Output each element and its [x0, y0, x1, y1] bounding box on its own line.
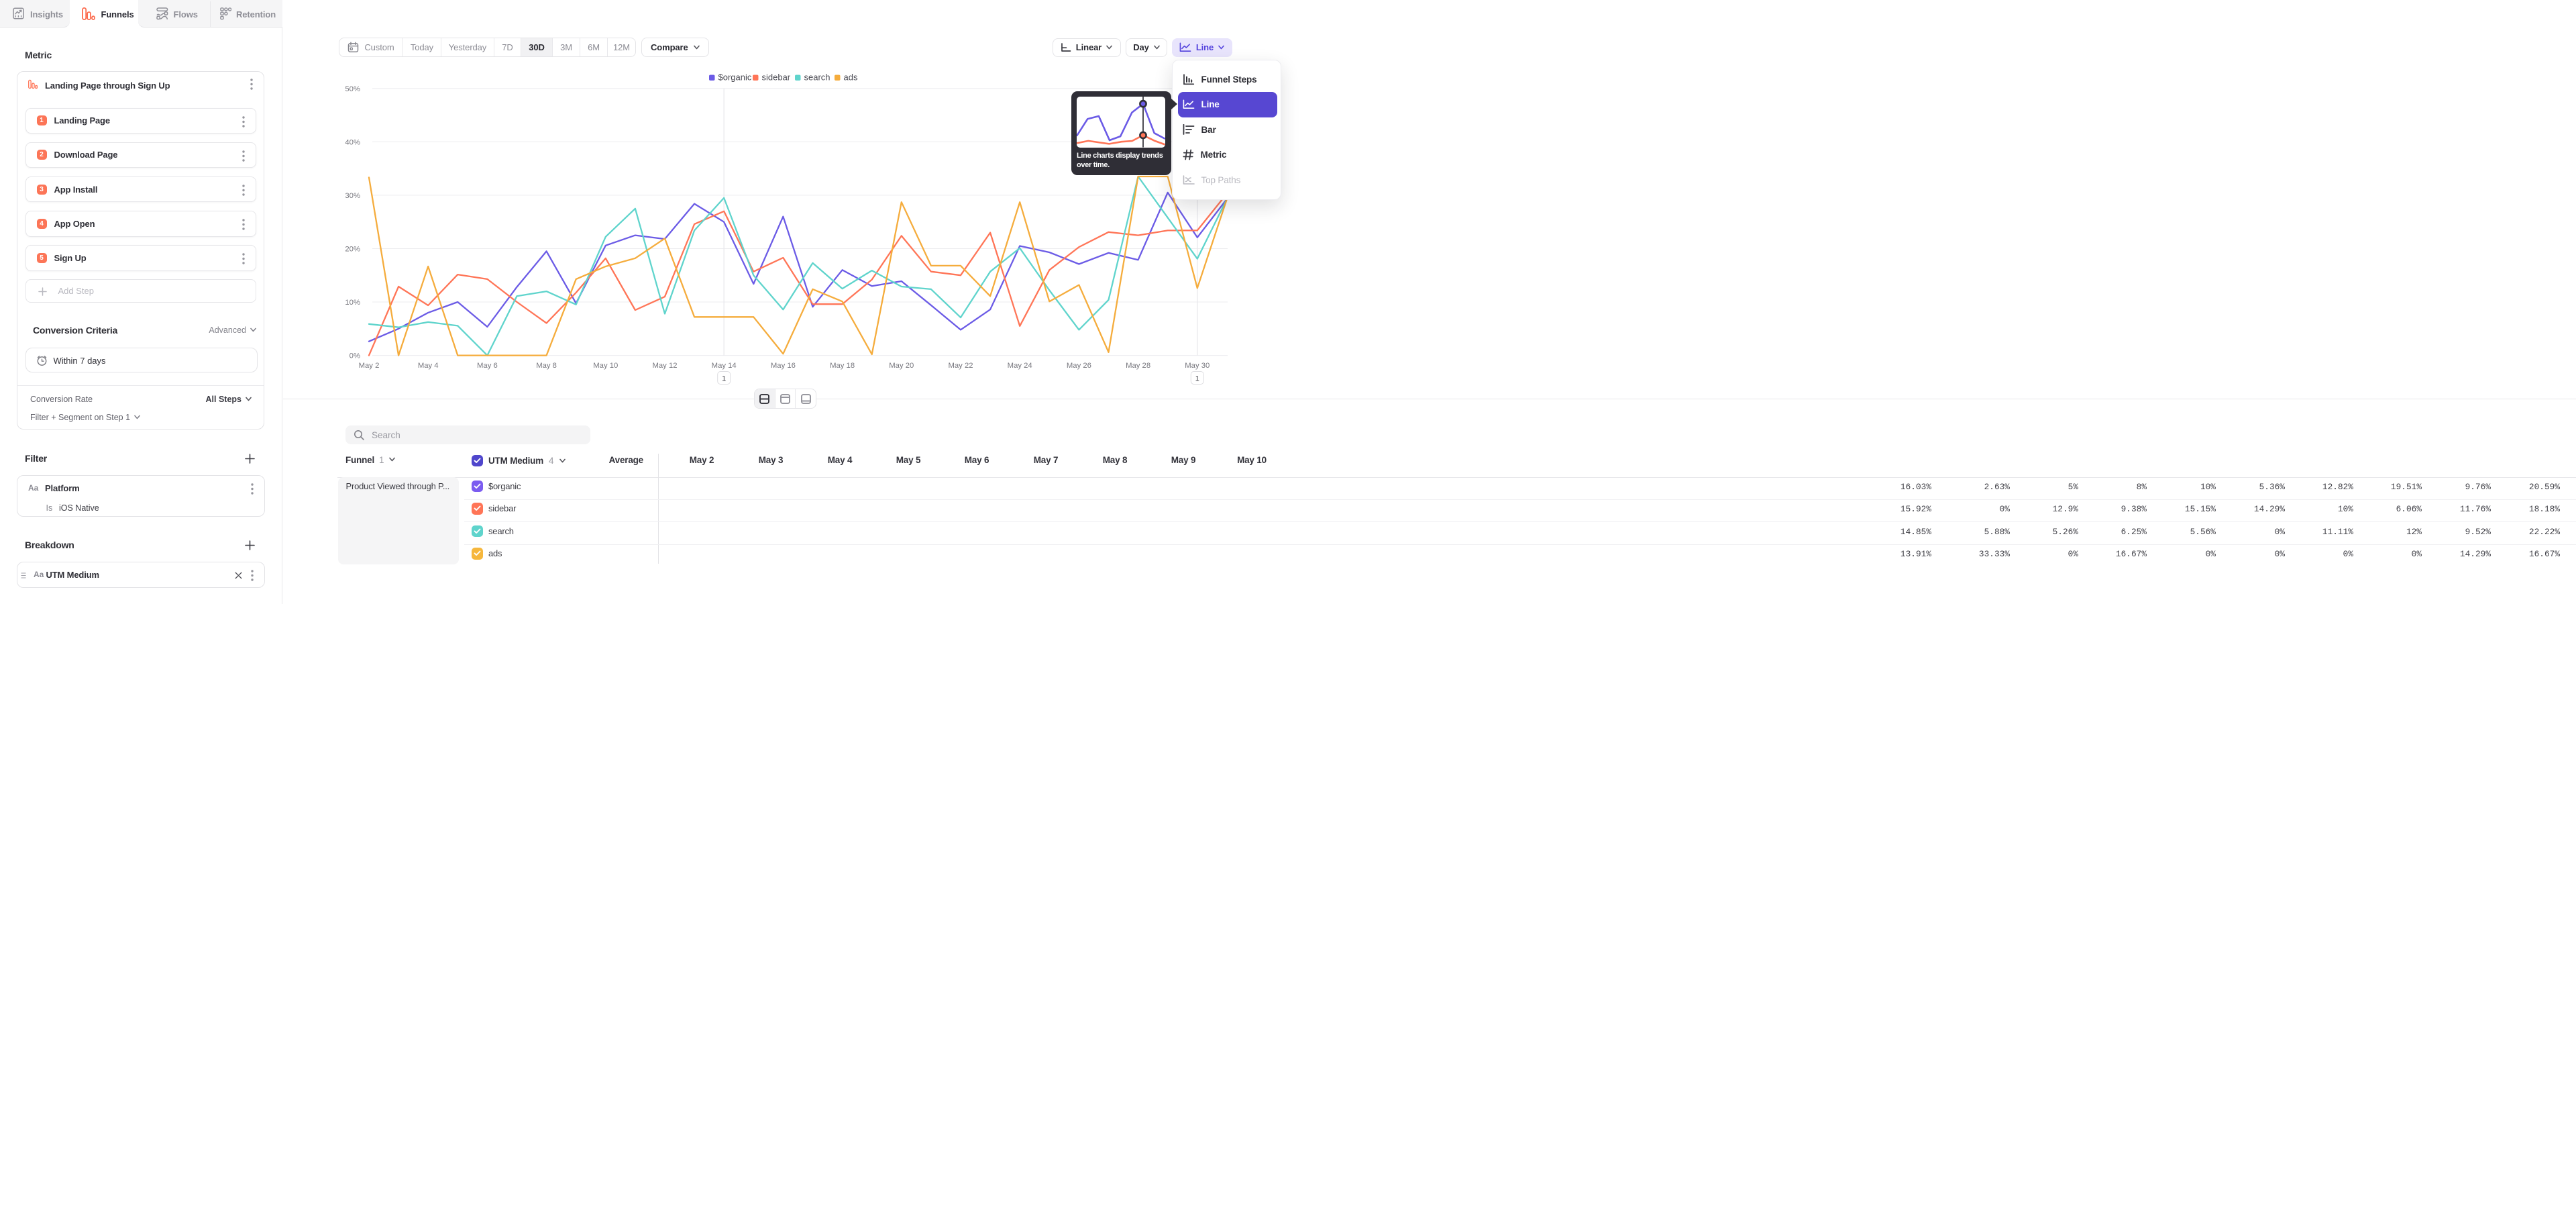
svg-text:May 6: May 6 — [477, 362, 498, 370]
svg-text:May 12: May 12 — [652, 362, 677, 370]
svg-text:May 8: May 8 — [536, 362, 557, 370]
svg-text:50%: 50% — [345, 85, 360, 93]
svg-text:May 16: May 16 — [771, 362, 796, 370]
svg-text:0%: 0% — [350, 352, 360, 360]
svg-text:$organic: $organic — [718, 72, 752, 83]
svg-text:May 2: May 2 — [359, 362, 380, 370]
svg-text:May 28: May 28 — [1126, 362, 1150, 370]
svg-text:May 26: May 26 — [1067, 362, 1091, 370]
svg-text:May 4: May 4 — [418, 362, 439, 370]
svg-text:30%: 30% — [345, 192, 360, 200]
svg-text:1: 1 — [1195, 375, 1199, 383]
svg-text:20%: 20% — [345, 246, 360, 254]
svg-text:40%: 40% — [345, 138, 360, 146]
svg-text:ads: ads — [844, 72, 858, 83]
svg-text:May 14: May 14 — [712, 362, 737, 370]
svg-text:May 20: May 20 — [889, 362, 914, 370]
svg-text:search: search — [804, 72, 830, 83]
svg-text:May 30: May 30 — [1185, 362, 1210, 370]
svg-text:May 24: May 24 — [1008, 362, 1032, 370]
svg-text:1: 1 — [722, 375, 726, 383]
svg-text:May 18: May 18 — [830, 362, 855, 370]
svg-text:sidebar: sidebar — [762, 72, 791, 83]
svg-text:May 10: May 10 — [593, 362, 618, 370]
svg-text:10%: 10% — [345, 299, 360, 307]
svg-text:May 22: May 22 — [948, 362, 973, 370]
